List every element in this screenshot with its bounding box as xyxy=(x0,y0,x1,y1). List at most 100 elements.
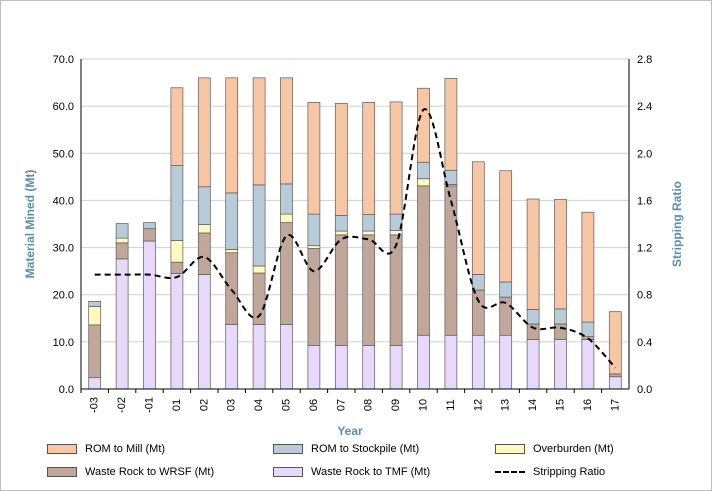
bar-segment xyxy=(334,215,348,232)
x-tick-label: 07 xyxy=(335,399,347,411)
x-tick-label: 10 xyxy=(418,399,430,411)
bar-segment xyxy=(115,242,129,260)
bar-segment xyxy=(362,234,376,346)
bar-segment xyxy=(554,199,567,310)
bar-segment xyxy=(526,308,540,325)
bar-segment xyxy=(526,339,540,390)
x-tick-label: 15 xyxy=(555,399,567,411)
bar-segment xyxy=(581,211,595,323)
x-tick-label: 05 xyxy=(281,399,293,411)
bar-segment xyxy=(417,178,430,187)
bar-segment xyxy=(143,228,156,242)
bar-segment xyxy=(225,324,239,390)
y-tick-label: 0.0 xyxy=(59,384,74,396)
bar-segment xyxy=(197,224,211,234)
bar-segment xyxy=(417,161,430,180)
bar-segment xyxy=(280,77,293,185)
bar-segment xyxy=(554,323,567,340)
bar-segment xyxy=(225,249,239,254)
bar-segment xyxy=(170,273,184,390)
y2-tick-label: 0.4 xyxy=(637,337,652,349)
y2-tick-label: 2.0 xyxy=(637,148,652,160)
stripping-ratio-line xyxy=(94,108,617,369)
bar-segment xyxy=(170,261,184,274)
bar-segment xyxy=(252,324,266,390)
bar-segment xyxy=(608,376,622,390)
bar-segment xyxy=(280,324,293,390)
bar-segment xyxy=(499,281,513,298)
bar-segment xyxy=(389,345,403,390)
x-tick-label: 12 xyxy=(472,399,484,411)
y2-tick-label: 2.4 xyxy=(637,101,652,113)
y-axis-title: Material Mined (Mt) xyxy=(23,170,37,279)
legend-item-waste-rock-wrsf: Waste Rock to WRSF (Mt) xyxy=(47,466,214,478)
y-tick-label: 70.0 xyxy=(53,54,74,66)
bar-segment xyxy=(334,234,348,346)
legend-label: Stripping Ratio xyxy=(533,466,606,478)
legend-swatch-rom-to-mill xyxy=(47,444,77,454)
legend-label: ROM to Stockpile (Mt) xyxy=(311,443,420,455)
x-tick-label: 16 xyxy=(582,399,594,411)
y-tick-label: 60.0 xyxy=(53,101,74,113)
x-tick-label: 09 xyxy=(390,399,402,411)
bar-segment xyxy=(554,308,567,325)
right-tick-labels: 0.0 0.4 0.8 1.2 1.6 2.0 2.4 2.8 xyxy=(637,54,652,396)
y2-axis-title: Stripping Ratio xyxy=(670,181,684,267)
y2-tick-label: 2.8 xyxy=(637,54,652,66)
bar-segment xyxy=(197,186,211,225)
legend-label: Overburden (Mt) xyxy=(533,443,614,455)
bar-segment xyxy=(471,289,485,336)
bar-segment xyxy=(225,252,239,325)
legend-swatch-overburden xyxy=(495,444,525,454)
bar-segment xyxy=(334,230,348,236)
bar-segment xyxy=(362,345,376,390)
bar-segment xyxy=(280,213,293,223)
legend-swatch-rom-to-stockpile xyxy=(273,444,303,454)
x-tick-label: -01 xyxy=(144,397,156,413)
bar-segment xyxy=(115,258,129,390)
bar-segment xyxy=(417,185,430,336)
legend-item-rom-to-mill: ROM to Mill (Mt) xyxy=(47,443,165,455)
bar-segment xyxy=(88,377,102,390)
bar-segment xyxy=(362,214,376,232)
bar-segment xyxy=(170,87,184,166)
x-tick-labels: -03 -02 -01 01 02 03 04 05 06 07 08 09 10 11 12 13 14 15 1… xyxy=(89,397,622,413)
bar-segment xyxy=(307,102,321,215)
bar-segment xyxy=(444,77,458,171)
bar-segment xyxy=(417,334,430,390)
bar-segment xyxy=(554,339,567,390)
legend-swatch-waste-rock-tmf xyxy=(273,467,303,477)
bar-segment xyxy=(252,265,266,274)
bar-segment xyxy=(389,101,403,215)
bar-segment xyxy=(307,245,321,249)
x-tick-label: -02 xyxy=(116,397,128,413)
legend-swatch-stripping-ratio xyxy=(495,471,525,473)
axes xyxy=(80,59,630,393)
bar-segment xyxy=(362,102,376,215)
bar-segment xyxy=(444,185,458,336)
bar-segment xyxy=(88,300,102,307)
bar-segment xyxy=(307,213,321,247)
legend-item-rom-to-stockpile: ROM to Stockpile (Mt) xyxy=(273,443,419,455)
chart-svg: 0.010.020.030.040.050.060.070.0 0.00.40.… xyxy=(23,54,684,438)
bar-segment xyxy=(143,222,156,230)
x-axis-title: Year xyxy=(337,424,363,438)
y2-tick-label: 0.0 xyxy=(637,384,652,396)
x-tick-label: 13 xyxy=(500,399,512,411)
x-tick-label: 04 xyxy=(253,399,265,411)
bar-segment xyxy=(307,248,321,346)
bar-segment xyxy=(280,183,293,215)
bar-segment xyxy=(143,240,156,390)
bars xyxy=(88,77,622,390)
bar-segment xyxy=(170,240,184,263)
bar-segment xyxy=(608,373,622,378)
x-tick-label: -03 xyxy=(89,397,101,413)
y-tick-label: 40.0 xyxy=(53,195,74,207)
bar-segment xyxy=(197,274,211,390)
x-tick-label: 14 xyxy=(527,399,539,411)
bar-segment xyxy=(471,334,485,390)
bar-segment xyxy=(225,192,239,250)
legend-swatch-waste-rock-wrsf xyxy=(47,467,77,477)
bar-segment xyxy=(526,323,540,340)
x-tick-label: 03 xyxy=(226,399,238,411)
